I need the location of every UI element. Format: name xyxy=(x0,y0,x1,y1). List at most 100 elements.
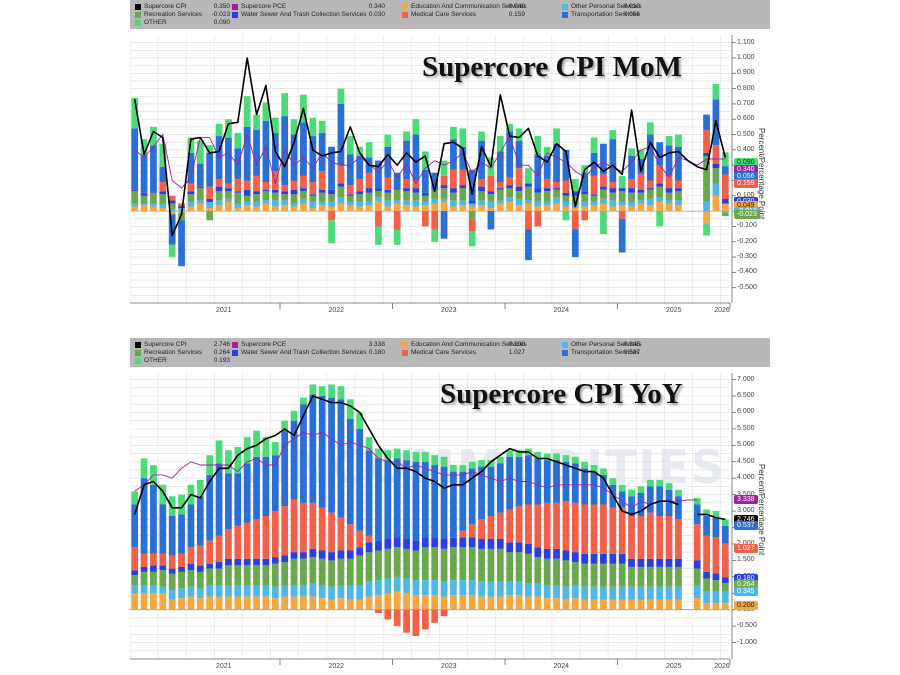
bar-segment xyxy=(421,537,429,548)
bar-segment xyxy=(234,525,242,559)
bar-segment xyxy=(384,609,392,620)
bar-segment xyxy=(675,586,682,600)
bar-segment xyxy=(450,465,457,472)
bar-segment xyxy=(665,586,673,600)
bar-segment xyxy=(421,195,429,202)
bar-segment xyxy=(375,580,382,595)
last-value-tag: 0.090 xyxy=(734,157,758,167)
bar-segment xyxy=(646,188,654,190)
bar-segment xyxy=(487,581,495,597)
bar-segment xyxy=(675,566,682,587)
bar-segment xyxy=(721,577,729,584)
bar-segment xyxy=(600,174,607,187)
bar-segment xyxy=(515,186,523,192)
bar-segment xyxy=(496,182,504,189)
bar-segment xyxy=(534,188,542,193)
legend-item: Education And Communication Services xyxy=(402,3,527,10)
bar-segment xyxy=(478,539,485,549)
bar-segment xyxy=(600,599,607,610)
mom-chart-title: Supercore CPI MoM xyxy=(422,51,682,83)
bar-segment xyxy=(262,437,270,457)
bar-segment xyxy=(468,524,476,538)
mom-legend: Supercore CPI 0.350 Recreation Services -0.… xyxy=(130,0,770,29)
bar-segment xyxy=(159,194,167,204)
legend-item: Transportation Services xyxy=(562,349,639,356)
bar-segment xyxy=(196,545,204,566)
bar-segment xyxy=(712,603,720,610)
bar-segment xyxy=(581,586,589,600)
bar-segment xyxy=(609,553,617,564)
bar-segment xyxy=(600,143,607,175)
legend-item: Education And Communication Services xyxy=(402,341,527,348)
bar-segment xyxy=(628,201,635,207)
bar-segment xyxy=(431,547,439,581)
bar-segment xyxy=(534,596,542,610)
bar-segment xyxy=(281,191,289,195)
legend-label: Medical Care Services xyxy=(411,11,477,18)
bar-segment xyxy=(590,465,598,472)
bar-segment xyxy=(525,203,532,212)
bar-segment xyxy=(262,200,270,204)
bar-segment xyxy=(468,211,476,219)
legend-label: Other Personal Services xyxy=(571,3,642,10)
bar-segment xyxy=(618,204,626,212)
bar-segment xyxy=(309,502,317,549)
bar-segment xyxy=(450,580,457,595)
bar-segment xyxy=(337,517,345,551)
last-value-tag: 1.027 xyxy=(734,544,758,554)
bar-segment xyxy=(234,192,242,204)
bar-segment xyxy=(290,552,298,559)
bar-segment xyxy=(215,204,223,212)
bar-segment xyxy=(262,516,270,559)
bar-segment xyxy=(225,529,232,559)
bar-segment xyxy=(534,583,542,597)
bar-segment xyxy=(253,519,260,559)
bar-segment xyxy=(300,188,307,192)
bar-segment xyxy=(225,191,232,199)
bar-segment xyxy=(459,465,467,472)
bar-segment xyxy=(421,451,429,462)
bar-segment xyxy=(328,384,335,398)
yoy-chart-panel: Supercore CPI 2.746 Recreation Services 0.2… xyxy=(130,338,770,675)
bar-segment xyxy=(300,191,307,199)
bar-segment xyxy=(721,203,729,212)
bar-segment xyxy=(618,191,626,202)
bar-segment xyxy=(628,566,635,587)
bar-segment xyxy=(206,540,214,564)
legend-swatch xyxy=(402,3,408,10)
bar-segment xyxy=(431,172,439,189)
bar-segment xyxy=(562,149,570,181)
bar-segment xyxy=(403,578,410,594)
bar-segment xyxy=(131,128,139,190)
bar-segment xyxy=(271,442,279,456)
bar-segment xyxy=(159,191,167,195)
bar-segment xyxy=(281,585,289,597)
bar-segment xyxy=(431,211,439,230)
bar-segment xyxy=(665,192,673,201)
bar-segment xyxy=(150,206,157,212)
bar-segment xyxy=(356,206,364,212)
bar-segment xyxy=(562,192,570,196)
bar-segment xyxy=(140,204,148,212)
supercore-cpi-line xyxy=(133,57,727,237)
legend-label: Transportation Services xyxy=(571,349,640,356)
bar-segment xyxy=(403,131,410,141)
bar-segment xyxy=(656,211,664,227)
bar-segment xyxy=(693,524,701,561)
bar-segment xyxy=(365,201,373,205)
bar-segment xyxy=(356,178,364,192)
bar-segment xyxy=(487,516,495,540)
bar-segment xyxy=(468,594,476,610)
bar-segment xyxy=(215,191,223,201)
bar-segment xyxy=(506,201,514,212)
bar-segment xyxy=(675,180,682,189)
bar-segment xyxy=(571,229,579,258)
bar-segment xyxy=(234,208,242,212)
bar-segment xyxy=(384,548,392,579)
bar-segment xyxy=(375,201,382,212)
bar-segment xyxy=(131,206,139,212)
bar-segment xyxy=(553,502,560,549)
bar-segment xyxy=(496,596,504,610)
bar-segment xyxy=(478,596,485,610)
bar-segment xyxy=(675,496,682,520)
